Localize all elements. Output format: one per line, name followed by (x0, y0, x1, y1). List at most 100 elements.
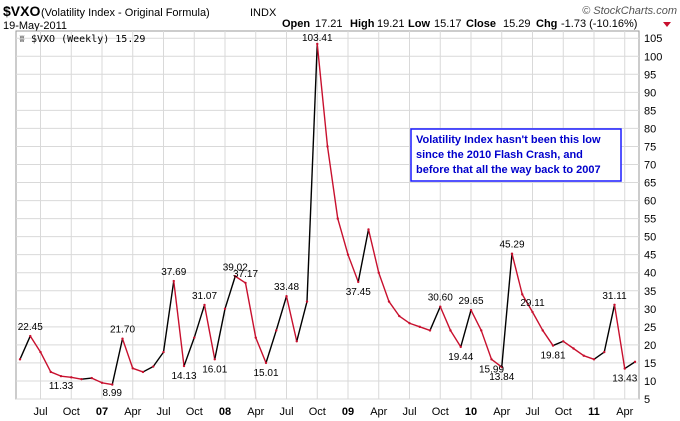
x-tick-label: Oct (555, 406, 572, 418)
series-segment (439, 306, 452, 331)
series-point (254, 336, 257, 339)
series-point (275, 329, 278, 332)
series-segment (542, 330, 554, 346)
x-tick-label: 08 (219, 406, 231, 418)
quote-high-label: High (350, 18, 375, 30)
y-tick-label: 40 (644, 268, 656, 280)
plot-area (15, 30, 640, 400)
series-segment (316, 43, 329, 147)
series-point (213, 358, 216, 361)
series-segment (460, 309, 472, 348)
series-segment (593, 351, 605, 360)
series-point (80, 377, 83, 381)
series-segment (449, 330, 462, 348)
series-segment (142, 365, 154, 373)
series-point (234, 275, 237, 278)
data-label: 39.02 (223, 262, 248, 273)
series-segment (255, 337, 267, 364)
series-segment (429, 306, 441, 331)
data-label: 15.01 (253, 368, 278, 379)
series-segment (491, 358, 503, 368)
y-tick-label: 45 (644, 250, 656, 262)
y-tick-label: 20 (644, 340, 656, 352)
x-tick-label: Apr (247, 406, 264, 418)
quote-line: Open 17.21 High 19.21 Low 15.17 Close 15… (282, 18, 671, 30)
data-label: 37.17 (233, 269, 258, 280)
y-tick-label: 75 (644, 141, 656, 153)
data-label: 16.01 (202, 364, 227, 375)
x-tick-label: Oct (432, 406, 449, 418)
quote-chg-label: Chg (536, 18, 557, 30)
data-label: 13.84 (489, 372, 514, 383)
series-point (244, 281, 247, 285)
series-point (70, 376, 73, 379)
series-point (152, 365, 155, 368)
series-segment (306, 43, 318, 302)
series-segment (347, 254, 359, 283)
y-axis: 5 10 15 20 25 30 35 40 45 50 55 60 65 70 75 80 85 90 95 100… (644, 33, 662, 406)
series-point (613, 303, 616, 306)
x-tick-label: Jul (402, 406, 416, 418)
stockcharts-brand: © StockCharts.com (582, 5, 677, 17)
series-point (459, 345, 462, 349)
series-point (408, 322, 411, 325)
series-segment (121, 338, 134, 369)
series-point (141, 370, 145, 374)
series-point (182, 364, 186, 368)
y-tick-label: 35 (644, 286, 656, 298)
legend: ʬ $VXO (Weekly) 15.29 (19, 34, 145, 45)
series-segment (296, 301, 308, 342)
x-tick-label: Apr (493, 406, 510, 418)
series-segment (511, 253, 523, 295)
series-segment (203, 304, 216, 360)
series-segment (398, 315, 410, 324)
series-segment (552, 340, 564, 347)
data-label: 13.43 (612, 374, 637, 385)
x-axis: Jul Oct 07 Apr Jul Oct 08 Apr Jul Oct 09 Apr Jul Oct 1… (33, 406, 633, 418)
series-point (398, 314, 401, 318)
y-tick-label: 25 (644, 322, 656, 334)
series-segment (501, 253, 513, 368)
x-tick-label: Apr (124, 406, 141, 418)
series-segment (624, 361, 636, 370)
series-point (346, 253, 350, 256)
y-tick-label: 60 (644, 196, 656, 208)
series-point (223, 307, 227, 311)
series-point (357, 280, 360, 284)
series-segment (573, 347, 585, 357)
y-tick-label: 55 (644, 214, 656, 226)
annotation-border (410, 128, 622, 182)
legend-line-icon: ʬ (19, 34, 25, 45)
series-segment (409, 322, 420, 328)
series-segment (91, 377, 103, 384)
series-segment (337, 218, 349, 255)
quote-low: 15.17 (434, 18, 462, 30)
x-tick-label: 07 (96, 406, 108, 418)
series-point (480, 329, 483, 332)
series-segment (367, 229, 380, 273)
series-point (59, 374, 63, 378)
series-point (418, 325, 421, 329)
chart-symbol: $VXO (3, 3, 40, 19)
series-point (603, 350, 606, 354)
series-point (582, 354, 585, 357)
data-label: 11.33 (49, 381, 74, 392)
series-segment (29, 335, 42, 353)
data-label: 21.70 (110, 325, 135, 336)
series-point (326, 145, 329, 148)
series-point (439, 305, 442, 308)
series-point (367, 228, 370, 231)
x-tick-label: Apr (616, 406, 633, 418)
x-tick-label: Oct (63, 406, 80, 418)
series-segment (39, 351, 52, 373)
data-label: 31.07 (192, 291, 217, 302)
series-point (428, 329, 432, 332)
y-tick-label: 5 (644, 394, 650, 406)
y-tick-label: 80 (644, 123, 656, 135)
data-label: 19.44 (448, 352, 473, 363)
y-tick-label: 15 (644, 358, 656, 370)
series-segment (101, 382, 113, 386)
chart-date: 19-May-2011 (3, 20, 67, 32)
data-label: 31.11 (602, 291, 627, 302)
